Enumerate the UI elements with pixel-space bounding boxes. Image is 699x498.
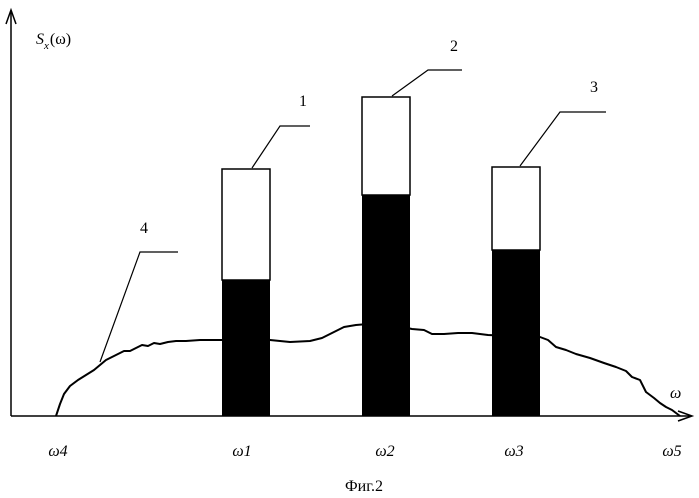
- bar-3: [492, 167, 540, 416]
- y-axis-label: Sx(ω): [36, 31, 71, 52]
- callout-1: 1: [299, 93, 307, 110]
- figure-caption: Фиг.2: [345, 478, 383, 495]
- leader-3: [520, 112, 606, 166]
- bar-1-upper: [222, 169, 270, 280]
- leader-2: [392, 70, 462, 96]
- bar-2-upper: [362, 97, 410, 195]
- bar-3-upper: [492, 167, 540, 250]
- tick-omega3: ω3: [504, 443, 523, 460]
- bar-1-filled: [222, 280, 270, 416]
- callout-2: 2: [450, 38, 458, 55]
- bar-1: [222, 169, 270, 416]
- bar-2: [362, 97, 410, 416]
- tick-omega4: ω4: [48, 443, 67, 460]
- tick-omega1: ω1: [232, 443, 251, 460]
- tick-omega2: ω2: [375, 443, 394, 460]
- callout-3: 3: [590, 79, 598, 96]
- tick-omega5: ω5: [662, 443, 681, 460]
- callout-4: 4: [140, 220, 148, 237]
- frequency-ticks: ω4 ω1 ω2 ω3 ω5: [48, 443, 681, 460]
- x-axis-label: ω: [670, 385, 681, 402]
- leader-1: [252, 126, 310, 168]
- bar-3-filled: [492, 250, 540, 416]
- bar-2-filled: [362, 195, 410, 416]
